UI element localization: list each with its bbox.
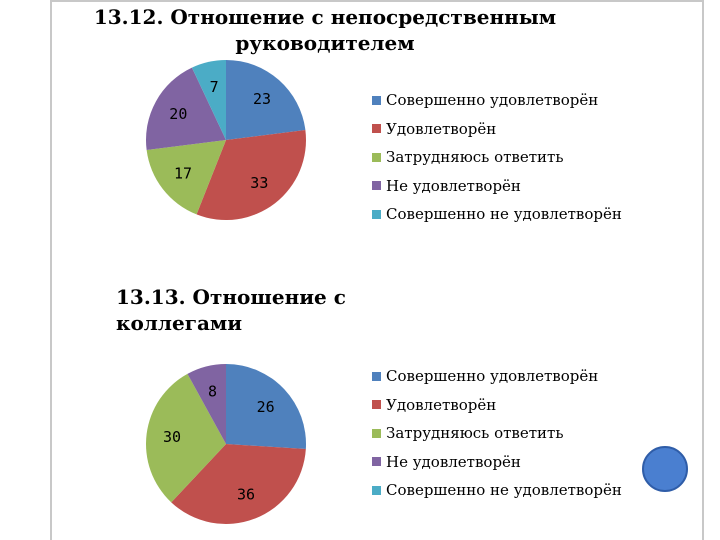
- legend-swatch: [372, 400, 381, 410]
- legend-label: Совершенно не удовлетворён: [386, 481, 622, 500]
- chart-title-colleagues: 13.13. Отношение с коллегами: [116, 285, 346, 335]
- legend-swatch: [372, 152, 381, 162]
- data-label-colleagues-0: 26: [257, 398, 275, 416]
- legend-label: Не удовлетворён: [386, 452, 521, 471]
- slide-frame-top: [50, 0, 704, 2]
- data-label-supervisor-1: 33: [250, 174, 268, 192]
- pie-slice-supervisor-4: [191, 60, 226, 140]
- pie-slice-colleagues-0: [226, 364, 306, 450]
- data-label-supervisor-2: 17: [174, 164, 192, 182]
- pie-slice-colleagues-2: [146, 373, 226, 503]
- legend-label: Не удовлетворён: [386, 176, 521, 195]
- chart-title-supervisor: 13.12. Отношение с непосредственным руко…: [93, 5, 557, 55]
- legend-item-supervisor-2: Затрудняюсь ответить: [372, 143, 622, 172]
- legend-item-colleagues-2: Затрудняюсь ответить: [372, 419, 622, 448]
- legend-swatch: [372, 124, 381, 134]
- legend-item-colleagues-4: Совершенно не удовлетворён: [372, 476, 622, 505]
- data-label-supervisor-4: 7: [210, 78, 219, 96]
- legend-label: Совершенно не удовлетворён: [386, 205, 622, 224]
- data-label-colleagues-1: 36: [237, 486, 255, 504]
- legend-swatch: [372, 95, 381, 105]
- legend-swatch: [372, 457, 381, 467]
- legend-swatch: [372, 485, 381, 495]
- legend-label: Совершенно удовлетворён: [386, 91, 599, 110]
- legend-item-colleagues-3: Не удовлетворён: [372, 448, 622, 477]
- slide-frame-right: [702, 0, 704, 540]
- legend-item-colleagues-1: Удовлетворён: [372, 391, 622, 420]
- legend-item-supervisor-1: Удовлетворён: [372, 115, 622, 144]
- legend-item-supervisor-0: Совершенно удовлетворён: [372, 86, 622, 115]
- pie-slice-supervisor-0: [226, 60, 306, 140]
- legend-label: Затрудняюсь ответить: [386, 424, 564, 443]
- data-label-supervisor-0: 23: [253, 90, 271, 108]
- legend-item-supervisor-4: Совершенно не удовлетворён: [372, 200, 622, 229]
- pie-slice-supervisor-3: [146, 67, 226, 151]
- slide-frame-left: [50, 0, 52, 540]
- legend-item-supervisor-3: Не удовлетворён: [372, 172, 622, 201]
- pie-slice-colleagues-1: [171, 444, 306, 525]
- legend-label: Удовлетворён: [386, 395, 497, 414]
- legend-label: Удовлетворён: [386, 119, 497, 138]
- legend-label: Затрудняюсь ответить: [386, 148, 564, 167]
- legend-supervisor: Совершенно удовлетворён Удовлетворён Затру…: [372, 86, 622, 229]
- pie-slice-supervisor-1: [196, 129, 306, 221]
- legend-swatch: [372, 428, 381, 438]
- data-label-supervisor-3: 20: [169, 105, 187, 123]
- legend-label: Совершенно удовлетворён: [386, 367, 599, 386]
- legend-swatch: [372, 181, 381, 191]
- pie-slice-supervisor-2: [146, 140, 226, 215]
- data-label-colleagues-2: 30: [163, 428, 181, 446]
- decorative-circle: [642, 446, 688, 492]
- data-label-colleagues-3: 8: [208, 382, 217, 400]
- legend-swatch: [372, 209, 381, 219]
- legend-swatch: [372, 371, 381, 381]
- pie-slice-colleagues-3: [187, 364, 226, 444]
- legend-colleagues: Совершенно удовлетворён Удовлетворён Затру…: [372, 362, 622, 505]
- legend-item-colleagues-0: Совершенно удовлетворён: [372, 362, 622, 391]
